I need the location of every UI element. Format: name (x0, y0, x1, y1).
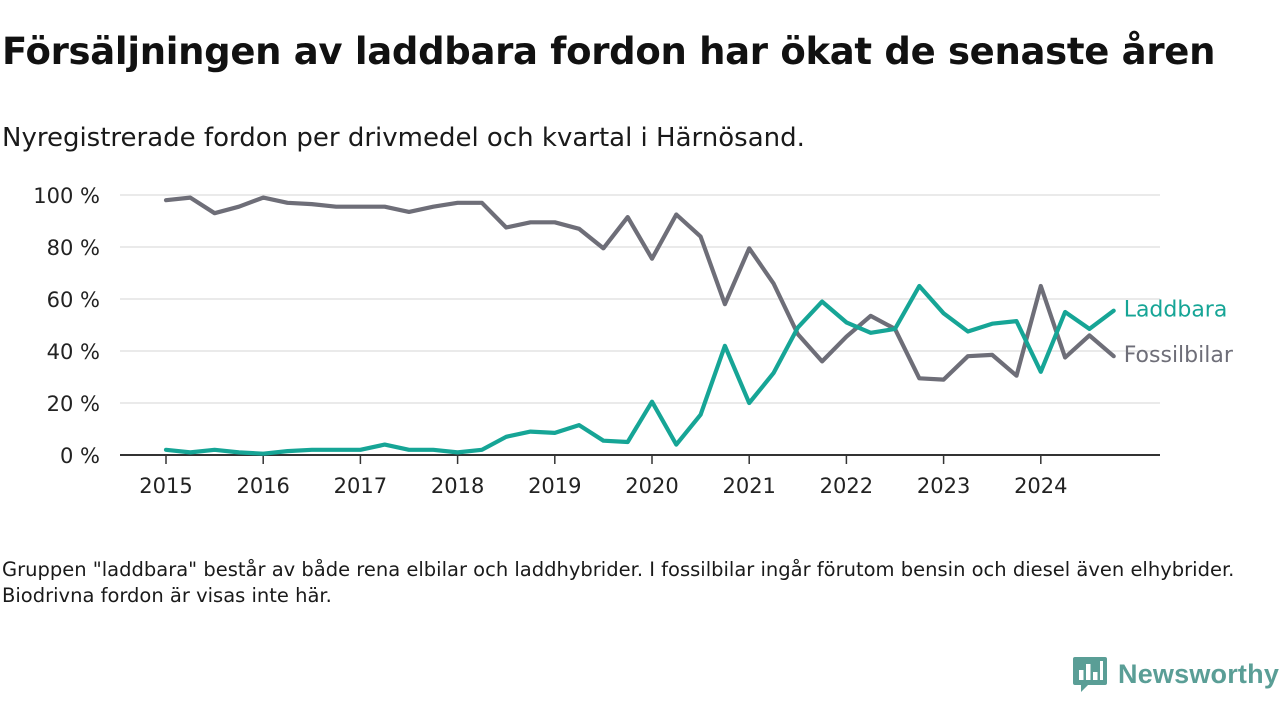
x-axis: 2015 2016 2017 2018 2019 2020 2021 2022 2023 2024 (120, 454, 1160, 498)
series-line-laddbara (163, 283, 1116, 456)
x-tick-label: 2023 (917, 474, 970, 498)
y-tick-label: 40 % (47, 340, 100, 364)
y-tick-label: 0 % (60, 444, 100, 468)
x-tick-label: 2017 (334, 474, 387, 498)
y-tick-label: 60 % (47, 288, 100, 312)
y-tick-label: 20 % (47, 392, 100, 416)
series-label-laddbara: Laddbara (1124, 298, 1228, 323)
series-label-fossil: Fossilbilar (1124, 343, 1234, 368)
y-tick-label: 80 % (47, 236, 100, 260)
chart-title: Försäljningen av laddbara fordon har öka… (2, 30, 1216, 73)
footnote: Gruppen "laddbara" består av både rena e… (2, 558, 1235, 607)
series-points-laddbara (164, 284, 1116, 456)
x-tick-label: 2021 (722, 474, 775, 498)
x-tick-label: 2018 (431, 474, 484, 498)
chart-subtitle: Nyregistrerade fordon per drivmedel och … (2, 123, 805, 153)
x-tick-label: 2024 (1014, 474, 1067, 498)
y-axis: 0 % 20 % 40 % 60 % 80 % 100 % (33, 184, 100, 468)
y-tick-label: 100 % (33, 184, 100, 208)
series-labels: Fossilbilar Laddbara (1124, 298, 1234, 369)
series-points-fossil (164, 196, 1116, 382)
x-tick-label: 2022 (820, 474, 873, 498)
newsworthy-logo-icon (1073, 657, 1107, 692)
series-line-fossil (163, 195, 1116, 382)
brand-logo: Newsworthy (1072, 654, 1279, 694)
x-tick-label: 2015 (139, 474, 192, 498)
x-tick-label: 2016 (236, 474, 289, 498)
x-tick-label: 2019 (528, 474, 581, 498)
x-tick-label: 2020 (625, 474, 678, 498)
grid-lines (120, 194, 1160, 404)
brand-name: Newsworthy (1118, 658, 1280, 689)
series-lines (163, 195, 1116, 456)
